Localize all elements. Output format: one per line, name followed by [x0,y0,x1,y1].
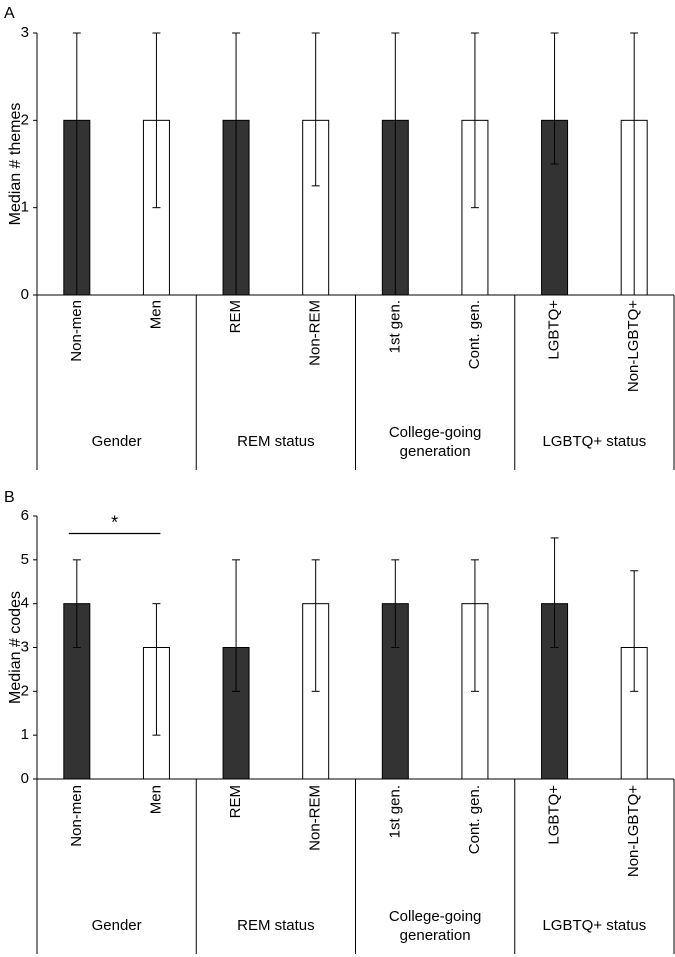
group-label: LGBTQ+ status [542,917,646,934]
group-label: College-going [389,908,482,925]
group-label: LGBTQ+ status [542,433,646,450]
y-tick-label: 2 [21,111,29,128]
category-label: Men [147,300,164,329]
group-label: Gender [92,433,142,450]
category-label: LGBTQ+ [546,785,563,845]
category-label: Non-LGBTQ+ [625,300,642,392]
category-label: Non-men [68,300,85,362]
bar [541,119,569,296]
category-label: REM [227,785,244,818]
y-tick-label: 1 [21,726,29,743]
y-tick-label: 3 [21,24,29,41]
category-label: Cont. gen. [466,785,483,854]
panel-label: B [4,489,15,506]
y-axis-title: Median # themes [7,103,24,226]
category-label: REM [227,300,244,333]
group-label: REM status [237,433,315,450]
group-label: Gender [92,917,142,934]
category-label: Non-REM [307,300,324,366]
category-label: 1st gen. [386,300,403,353]
y-axis-title: Median # codes [7,591,24,704]
y-tick-label: 0 [21,286,29,303]
bar [302,119,330,296]
group-label: College-going [389,424,482,441]
category-label: Non-men [68,785,85,847]
y-tick-label: 5 [21,551,29,568]
significance-marker: * [111,512,118,532]
category-label: LGBTQ+ [546,300,563,360]
y-tick-label: 2 [21,682,29,699]
group-label: REM status [237,917,315,934]
y-tick-label: 0 [21,770,29,787]
category-label: Men [147,785,164,814]
category-label: Cont. gen. [466,300,483,369]
y-tick-label: 3 [21,638,29,655]
panel-label: A [4,5,15,22]
chart-panel-b: B Median # codes 0 1 2 3 4 5 6 Non-men Men REM Non-R… [4,489,675,954]
chart-panel-a: A Median # themes 0 1 2 3 Non-men Men REM Non-REM… [4,5,675,470]
y-tick-label: 6 [21,507,29,524]
group-label: generation [400,443,471,460]
y-tick-label: 1 [21,199,29,216]
y-tick-label: 4 [21,595,29,612]
group-label: generation [400,927,471,944]
category-label: Non-LGBTQ+ [625,785,642,877]
category-label: Non-REM [307,785,324,851]
category-label: 1st gen. [386,785,403,838]
